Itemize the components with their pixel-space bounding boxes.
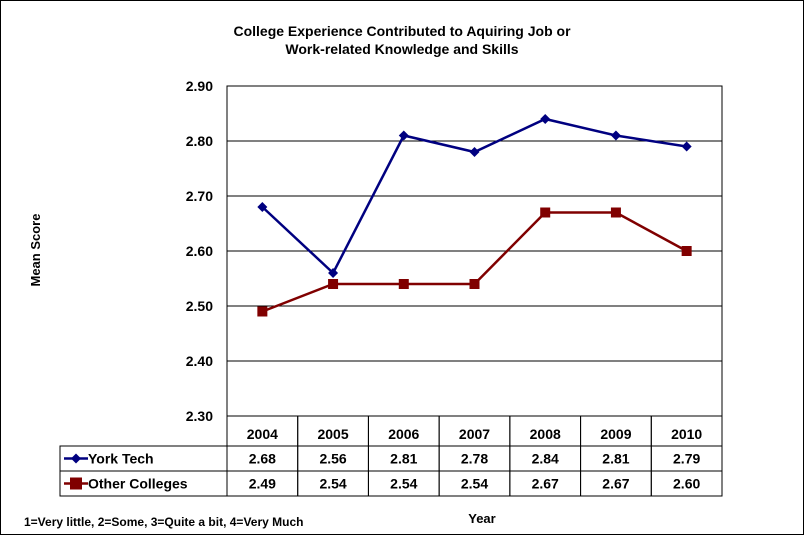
y-tick-label: 2.60 [186,243,213,259]
y-tick-label: 2.40 [186,353,213,369]
chart-title-line-1: College Experience Contributed to Aquiri… [233,23,571,39]
data-label: 2.84 [532,451,559,467]
legend-marker [71,453,81,464]
data-point [328,268,339,278]
data-point [681,246,692,256]
data-label: 2.79 [673,451,700,467]
data-point [398,279,409,289]
series-line-1 [261,211,688,313]
data-point [257,202,268,212]
y-tick-labels: 2.30 2.40 2.50 2.60 2.70 2.80 2.90 [186,78,213,424]
data-point [681,141,692,152]
data-label: 2.54 [319,476,346,492]
legend-label: York Tech [88,451,154,467]
data-label: 2.54 [390,476,417,492]
data-label: 2.78 [461,451,488,467]
data-label: 2.54 [461,476,488,492]
x-tick-label: 2004 [247,426,278,442]
data-label: 2.49 [249,476,276,492]
x-axis-label: Year [468,511,495,526]
data-label: 2.81 [390,451,417,467]
x-tick-label: 2008 [530,426,561,442]
data-label: 2.60 [673,476,700,492]
gridlines [227,85,722,417]
x-tick-label: 2009 [600,426,631,442]
y-tick-label: 2.30 [186,408,213,424]
data-label: 2.67 [602,476,629,492]
x-tick-label: 2010 [671,426,702,442]
x-tick-label: 2007 [459,426,490,442]
data-label: 2.56 [319,451,346,467]
x-tick-label: 2005 [317,426,348,442]
y-tick-label: 2.70 [186,188,213,204]
y-tick-label: 2.90 [186,78,213,94]
data-point [610,130,621,141]
data-point [540,114,551,124]
chart-title-line-2: Work-related Knowledge and Skills [285,41,518,57]
data-label: 2.67 [532,476,559,492]
data-label: 2.68 [249,451,276,467]
data-point [398,130,409,141]
legend-marker [70,477,82,490]
scale-footnote: 1=Very little, 2=Some, 3=Quite a bit, 4=… [24,515,303,529]
data-point [469,147,480,157]
legend-label: Other Colleges [88,476,188,492]
y-axis-label: Mean Score [28,214,43,287]
data-label: 2.81 [602,451,629,467]
data-point [328,279,339,289]
y-tick-label: 2.50 [186,298,213,314]
data-point [540,207,551,218]
data-point [610,207,621,218]
data-point [469,279,480,289]
table-cell [650,470,723,497]
data-point [257,306,268,317]
y-tick-label: 2.80 [186,133,213,149]
x-tick-label: 2006 [388,426,419,442]
data-table: 2004 2005 2006 2007 2008 2009 2010 York Tech 2.6… [59,415,723,497]
series-layer [257,114,692,317]
